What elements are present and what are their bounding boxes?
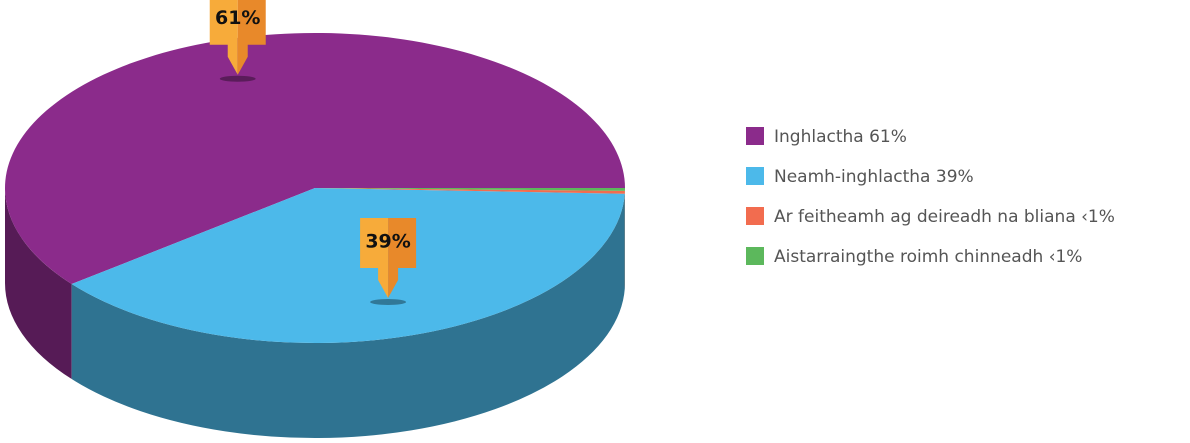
legend-swatch: [746, 127, 764, 145]
callout-right: [388, 217, 417, 298]
slice: [5, 33, 626, 285]
legend-swatch: [746, 247, 764, 265]
callout-right: [237, 0, 266, 75]
legend-label: Inghlactha 61%: [774, 127, 907, 147]
legend-swatch: [746, 167, 764, 185]
slice-side: [5, 188, 72, 380]
callout-label: 39%: [365, 230, 410, 252]
legend-label: Aistarraingthe roimh chinneadh ‹1%: [774, 247, 1082, 267]
legend-label: Ar feitheamh ag deireadh na bliana ‹1%: [774, 207, 1115, 227]
slice: [315, 188, 625, 194]
callout-left: [360, 217, 389, 298]
callout-shadow: [219, 75, 256, 82]
callout-shadow: [370, 298, 407, 305]
legend-swatch: [746, 207, 764, 225]
slice: [315, 188, 625, 191]
slice-side: [71, 193, 625, 438]
callout-label: 61%: [215, 7, 260, 29]
slice: [71, 188, 625, 343]
callout-left: [209, 0, 238, 75]
legend-label: Neamh-inghlactha 39%: [774, 167, 974, 187]
